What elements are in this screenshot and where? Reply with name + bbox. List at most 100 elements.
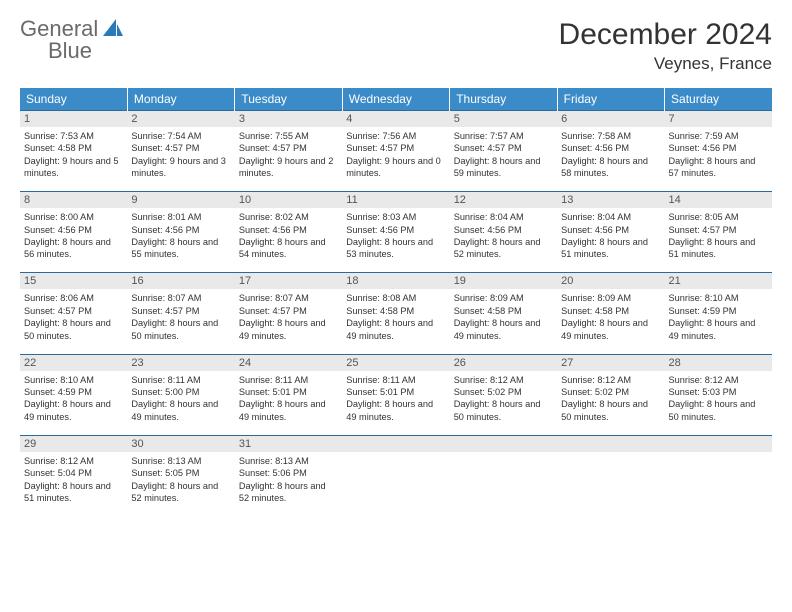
daylight-text: Daylight: 8 hours and 54 minutes.: [239, 236, 338, 261]
calendar-day-cell: 19Sunrise: 8:09 AMSunset: 4:58 PMDayligh…: [450, 273, 557, 346]
calendar-day-cell: [665, 435, 772, 508]
calendar-day-cell: [450, 435, 557, 508]
day-number: 1: [20, 111, 127, 127]
sunrise-text: Sunrise: 8:01 AM: [131, 211, 230, 223]
sunset-text: Sunset: 4:57 PM: [131, 142, 230, 154]
sunset-text: Sunset: 5:03 PM: [669, 386, 768, 398]
sunrise-text: Sunrise: 8:12 AM: [24, 455, 123, 467]
day-number: [342, 436, 449, 452]
day-number: 31: [235, 436, 342, 452]
day-number: 2: [127, 111, 234, 127]
calendar-week-row: 29Sunrise: 8:12 AMSunset: 5:04 PMDayligh…: [20, 435, 772, 508]
day-number: 27: [557, 355, 664, 371]
calendar-week-row: 1Sunrise: 7:53 AMSunset: 4:58 PMDaylight…: [20, 111, 772, 184]
sunrise-text: Sunrise: 8:05 AM: [669, 211, 768, 223]
sunrise-text: Sunrise: 8:12 AM: [561, 374, 660, 386]
sunrise-text: Sunrise: 8:12 AM: [454, 374, 553, 386]
daylight-text: Daylight: 8 hours and 52 minutes.: [239, 480, 338, 505]
day-number: 5: [450, 111, 557, 127]
brand-word1: General: [20, 18, 98, 40]
calendar-day-cell: 8Sunrise: 8:00 AMSunset: 4:56 PMDaylight…: [20, 192, 127, 265]
day-number: [557, 436, 664, 452]
sunset-text: Sunset: 4:57 PM: [24, 305, 123, 317]
sunrise-text: Sunrise: 8:12 AM: [669, 374, 768, 386]
day-number: 12: [450, 192, 557, 208]
calendar-day-cell: 31Sunrise: 8:13 AMSunset: 5:06 PMDayligh…: [235, 435, 342, 508]
daylight-text: Daylight: 8 hours and 51 minutes.: [561, 236, 660, 261]
sunrise-text: Sunrise: 8:07 AM: [131, 292, 230, 304]
sunrise-text: Sunrise: 8:11 AM: [346, 374, 445, 386]
calendar-day-cell: 16Sunrise: 8:07 AMSunset: 4:57 PMDayligh…: [127, 273, 234, 346]
sunset-text: Sunset: 5:06 PM: [239, 467, 338, 479]
calendar-day-cell: [342, 435, 449, 508]
calendar-day-cell: 24Sunrise: 8:11 AMSunset: 5:01 PMDayligh…: [235, 354, 342, 427]
sunset-text: Sunset: 5:00 PM: [131, 386, 230, 398]
calendar-day-cell: 28 Sunrise: 8:12 AMSunset: 5:03 PMDayligh…: [665, 354, 772, 427]
sunrise-text: Sunrise: 8:13 AM: [131, 455, 230, 467]
calendar-day-cell: 27Sunrise: 8:12 AMSunset: 5:02 PMDayligh…: [557, 354, 664, 427]
sunrise-text: Sunrise: 7:58 AM: [561, 130, 660, 142]
sunset-text: Sunset: 4:58 PM: [346, 305, 445, 317]
daylight-text: Daylight: 8 hours and 50 minutes.: [454, 398, 553, 423]
calendar-day-cell: 3Sunrise: 7:55 AMSunset: 4:57 PMDaylight…: [235, 111, 342, 184]
day-number: 20: [557, 273, 664, 289]
sunset-text: Sunset: 4:57 PM: [669, 224, 768, 236]
sunrise-text: Sunrise: 7:54 AM: [131, 130, 230, 142]
day-number: 13: [557, 192, 664, 208]
sunrise-text: Sunrise: 7:55 AM: [239, 130, 338, 142]
brand-word2: Blue: [48, 40, 92, 62]
calendar-day-cell: 5Sunrise: 7:57 AMSunset: 4:57 PMDaylight…: [450, 111, 557, 184]
calendar-day-cell: 23Sunrise: 8:11 AMSunset: 5:00 PMDayligh…: [127, 354, 234, 427]
day-number: [450, 436, 557, 452]
day-number: 23: [127, 355, 234, 371]
calendar-day-cell: 11Sunrise: 8:03 AMSunset: 4:56 PMDayligh…: [342, 192, 449, 265]
week-spacer: [20, 346, 772, 354]
daylight-text: Daylight: 8 hours and 59 minutes.: [454, 155, 553, 180]
day-number: 11: [342, 192, 449, 208]
weekday-header: Wednesday: [342, 88, 449, 111]
calendar-week-row: 8Sunrise: 8:00 AMSunset: 4:56 PMDaylight…: [20, 192, 772, 265]
daylight-text: Daylight: 8 hours and 49 minutes.: [24, 398, 123, 423]
daylight-text: Daylight: 9 hours and 3 minutes.: [131, 155, 230, 180]
sunrise-text: Sunrise: 8:00 AM: [24, 211, 123, 223]
week-spacer: [20, 265, 772, 273]
day-number: 22: [20, 355, 127, 371]
sunrise-text: Sunrise: 8:10 AM: [669, 292, 768, 304]
daylight-text: Daylight: 8 hours and 50 minutes.: [669, 398, 768, 423]
sunrise-text: Sunrise: 8:10 AM: [24, 374, 123, 386]
sunset-text: Sunset: 5:02 PM: [454, 386, 553, 398]
sunset-text: Sunset: 4:56 PM: [346, 224, 445, 236]
calendar-day-cell: 12Sunrise: 8:04 AMSunset: 4:56 PMDayligh…: [450, 192, 557, 265]
week-spacer: [20, 427, 772, 435]
sunset-text: Sunset: 4:59 PM: [669, 305, 768, 317]
sunset-text: Sunset: 5:04 PM: [24, 467, 123, 479]
calendar-day-cell: 21Sunrise: 8:10 AMSunset: 4:59 PMDayligh…: [665, 273, 772, 346]
calendar-day-cell: 10Sunrise: 8:02 AMSunset: 4:56 PMDayligh…: [235, 192, 342, 265]
calendar-day-cell: 17Sunrise: 8:07 AMSunset: 4:57 PMDayligh…: [235, 273, 342, 346]
sunset-text: Sunset: 4:56 PM: [669, 142, 768, 154]
location-label: Veynes, France: [559, 54, 772, 74]
daylight-text: Daylight: 9 hours and 0 minutes.: [346, 155, 445, 180]
calendar-day-cell: 14Sunrise: 8:05 AMSunset: 4:57 PMDayligh…: [665, 192, 772, 265]
daylight-text: Daylight: 8 hours and 50 minutes.: [131, 317, 230, 342]
daylight-text: Daylight: 8 hours and 52 minutes.: [131, 480, 230, 505]
day-number: 19: [450, 273, 557, 289]
daylight-text: Daylight: 8 hours and 57 minutes.: [669, 155, 768, 180]
week-spacer: [20, 184, 772, 192]
calendar-week-row: 22Sunrise: 8:10 AMSunset: 4:59 PMDayligh…: [20, 354, 772, 427]
weekday-header: Saturday: [665, 88, 772, 111]
sunset-text: Sunset: 4:59 PM: [24, 386, 123, 398]
calendar-day-cell: 4Sunrise: 7:56 AMSunset: 4:57 PMDaylight…: [342, 111, 449, 184]
title-block: December 2024 Veynes, France: [559, 18, 772, 74]
daylight-text: Daylight: 8 hours and 49 minutes.: [239, 398, 338, 423]
sunset-text: Sunset: 4:58 PM: [454, 305, 553, 317]
calendar-day-cell: 22 Sunrise: 8:10 AMSunset: 4:59 PMDayligh…: [20, 354, 127, 427]
day-number: 28: [665, 355, 772, 371]
sunrise-text: Sunrise: 8:09 AM: [454, 292, 553, 304]
sunrise-text: Sunrise: 8:04 AM: [561, 211, 660, 223]
day-number: 7: [665, 111, 772, 127]
day-number: 16: [127, 273, 234, 289]
calendar-day-cell: 15Sunrise: 8:06 AMSunset: 4:57 PMDayligh…: [20, 273, 127, 346]
sunset-text: Sunset: 5:01 PM: [346, 386, 445, 398]
sunrise-text: Sunrise: 8:02 AM: [239, 211, 338, 223]
